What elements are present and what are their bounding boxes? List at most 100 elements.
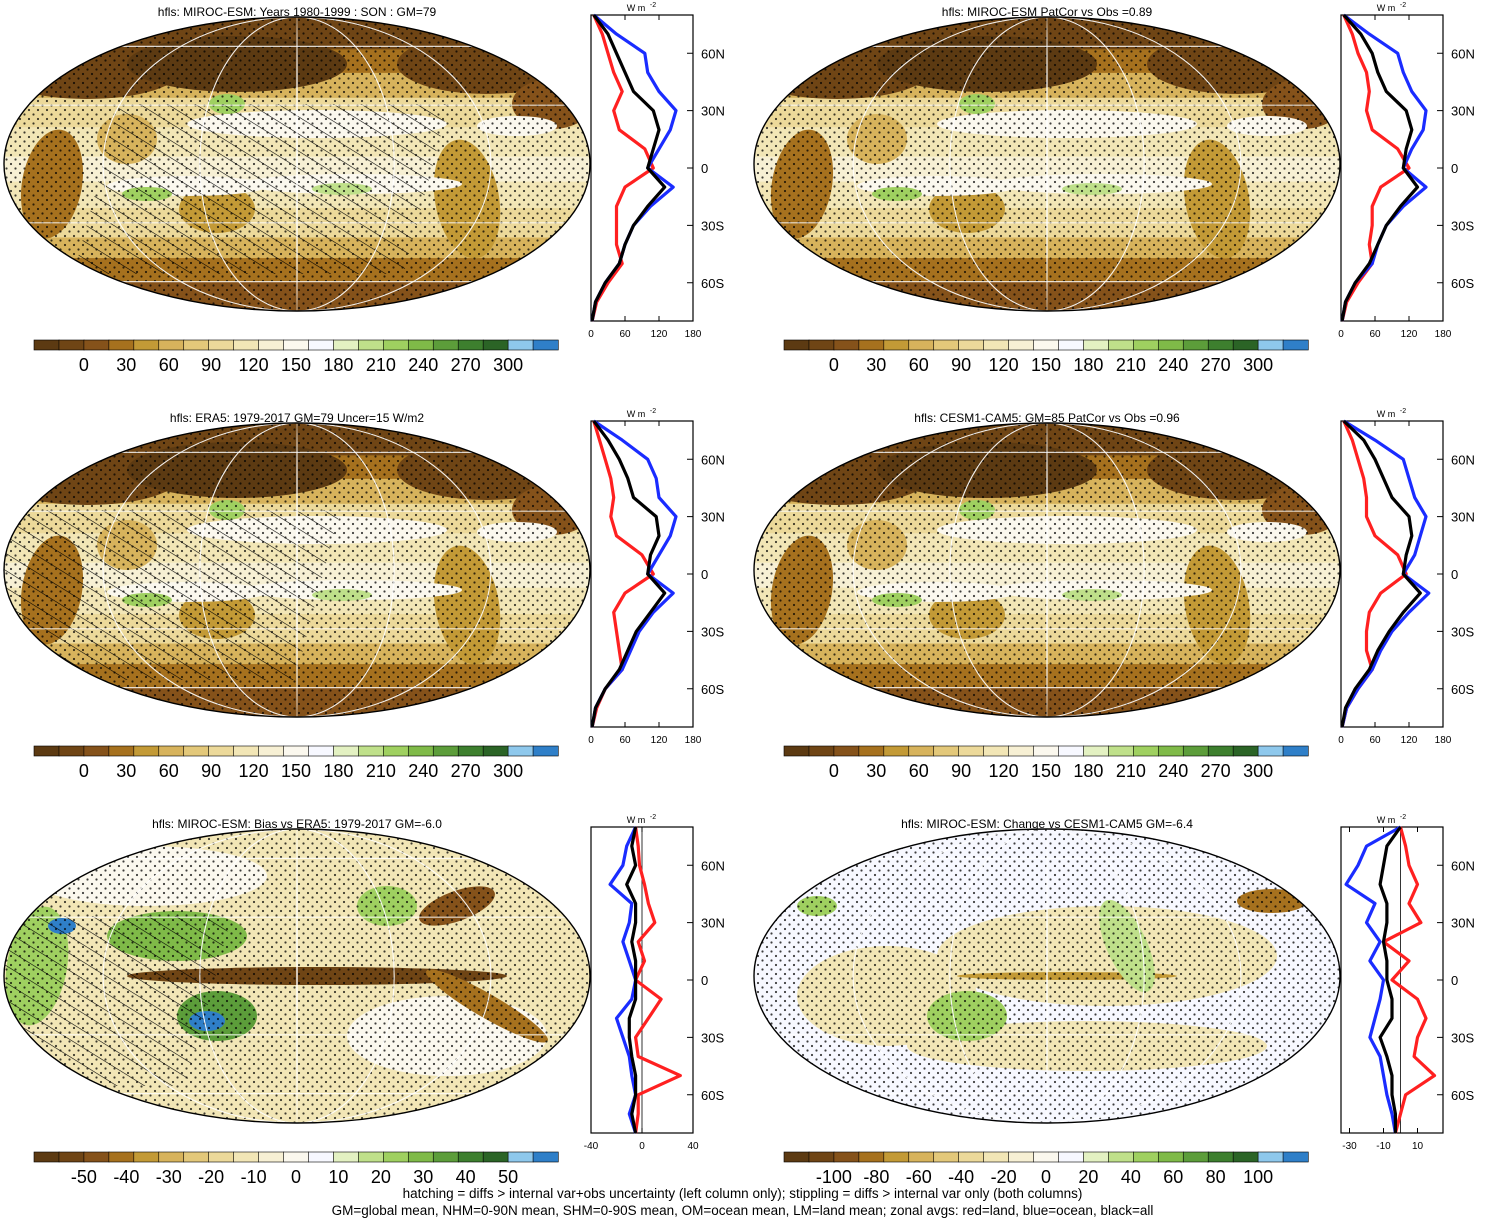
zonal-series-all [590, 14, 667, 322]
zonal-ytick-label: 30N [1451, 104, 1475, 119]
colorbar-tick-label: 180 [323, 761, 353, 781]
colorbar-tick-label: 20 [371, 1167, 391, 1187]
colorbar-swatch [482, 1151, 509, 1163]
colorbar-swatch [507, 745, 534, 757]
colorbar-swatch [358, 1151, 384, 1163]
zonal-xtick-label: 60 [1369, 329, 1381, 340]
colorbar-tick-label: 270 [451, 761, 481, 781]
colorbar-tick-label: 270 [1201, 355, 1231, 375]
colorbar-swatch [308, 1151, 335, 1163]
colorbar-swatch [432, 1151, 459, 1163]
colorbar-tick-label: 60 [909, 355, 929, 375]
colorbar-tick-label: 0 [829, 355, 839, 375]
map-title: hfls: MIROC-ESM: Bias vs ERA5: 1979-2017… [152, 817, 442, 831]
colorbar-tick-label: 90 [201, 355, 221, 375]
zonal-ytick-label: 60S [1451, 1088, 1474, 1103]
colorbar-swatch [83, 1151, 110, 1163]
colorbar-tick-label: -50 [71, 1167, 97, 1187]
colorbar-swatch [1008, 1151, 1035, 1163]
zonal-ytick-label: 60S [1451, 682, 1474, 697]
map-field [4, 829, 590, 1123]
colorbar-swatch [1207, 339, 1234, 351]
colorbar-tick-label: 30 [866, 761, 886, 781]
zonal-ytick-label: 30N [701, 916, 725, 931]
colorbar-swatch [1083, 745, 1109, 757]
colorbar-swatch [1008, 745, 1035, 757]
zonal-ytick-label: 30N [1451, 510, 1475, 525]
colorbar-swatch [33, 339, 60, 351]
map-title: hfls: MIROC-ESM: Change vs CESM1-CAM5 GM… [901, 817, 1193, 831]
colorbar-swatch [457, 745, 484, 757]
colorbar-swatch [208, 1151, 235, 1163]
map-title: hfls: MIROC-ESM PatCor vs Obs =0.89 [942, 5, 1153, 19]
colorbar-swatch [208, 745, 235, 757]
colorbar-tick-label: 40 [456, 1167, 476, 1187]
colorbar-swatch [432, 745, 459, 757]
colorbar-swatch [33, 1151, 60, 1163]
colorbar-swatch [783, 745, 810, 757]
colorbar-tick-label: 300 [1243, 761, 1273, 781]
colorbar-tick-label: 0 [1041, 1167, 1051, 1187]
colorbar-tick-label: 270 [451, 355, 481, 375]
colorbar-tick-label: 150 [281, 355, 311, 375]
zonal-ytick-label: 60N [701, 452, 725, 467]
colorbar-swatch [58, 745, 85, 757]
colorbar-tick-label: 300 [1243, 355, 1273, 375]
colorbar-swatch [808, 745, 835, 757]
zonal-series-all [590, 420, 667, 728]
zonal-series-ocean [1344, 825, 1402, 1134]
zonal-series-all [1340, 13, 1420, 322]
colorbar-swatch [1257, 339, 1284, 351]
zonal-series-all [625, 826, 638, 1134]
zonal-ytick-label: 30N [701, 104, 725, 119]
colorbar-swatch [1157, 339, 1184, 351]
colorbar-swatch [258, 339, 285, 351]
zonal-series-all [1378, 826, 1402, 1133]
colorbar-tick-label: -60 [906, 1167, 932, 1187]
meridian [1046, 829, 1048, 1123]
colorbar-swatch [983, 1151, 1010, 1163]
colorbar-tick-label: 240 [408, 761, 438, 781]
meridian [102, 829, 492, 1123]
colorbar-swatch [1207, 745, 1234, 757]
colorbar-tick-label: 80 [1206, 1167, 1226, 1187]
zonal-xtick-label: 120 [651, 735, 668, 746]
zonal-unit-sup: -2 [650, 814, 656, 821]
colorbar-swatch [208, 339, 235, 351]
colorbar-tick-label: 180 [1073, 761, 1103, 781]
colorbar-tick-label: 30 [116, 761, 136, 781]
colorbar-tick-label: 100 [1243, 1167, 1273, 1187]
meridian [949, 829, 1145, 1123]
colorbar-tick-label: 60 [1163, 1167, 1183, 1187]
zonal-series-all [1340, 419, 1422, 728]
colorbar-swatch [808, 339, 835, 351]
colorbar-tick-label: 210 [366, 761, 396, 781]
zonal-ytick-label: 60N [1451, 452, 1475, 467]
zonal-ytick-label: 30N [701, 510, 725, 525]
colorbar-swatch [833, 745, 860, 757]
colorbar-tick-label: 60 [159, 355, 179, 375]
colorbar-swatch [333, 1151, 359, 1163]
colorbar-swatch [457, 1151, 484, 1163]
zonal-xtick-label: 180 [685, 329, 702, 340]
colorbar-swatch [358, 745, 384, 757]
colorbar-swatch [1133, 339, 1159, 351]
colorbar-tick-label: 30 [866, 355, 886, 375]
colorbar-swatch [1108, 745, 1134, 757]
colorbar-swatch [407, 1151, 434, 1163]
colorbar-swatch [983, 745, 1010, 757]
colorbar-tick-label: 20 [1078, 1167, 1098, 1187]
map-outline [3, 828, 591, 1124]
colorbar-swatch [133, 339, 160, 351]
colorbar-tick-label: 40 [1121, 1167, 1141, 1187]
footer-line-2: GM=global mean, NHM=0-90N mean, SHM=0-90… [331, 1203, 1154, 1218]
zonal-frame [590, 14, 694, 322]
colorbar-swatch [933, 745, 960, 757]
meridian [949, 17, 1145, 311]
colorbar-swatch [1157, 745, 1184, 757]
colorbar-tick-label: 120 [989, 761, 1019, 781]
hatching [4, 510, 341, 680]
colorbar-swatch [233, 745, 260, 757]
colorbar-swatch [133, 1151, 160, 1163]
colorbar-tick-label: -20 [991, 1167, 1017, 1187]
